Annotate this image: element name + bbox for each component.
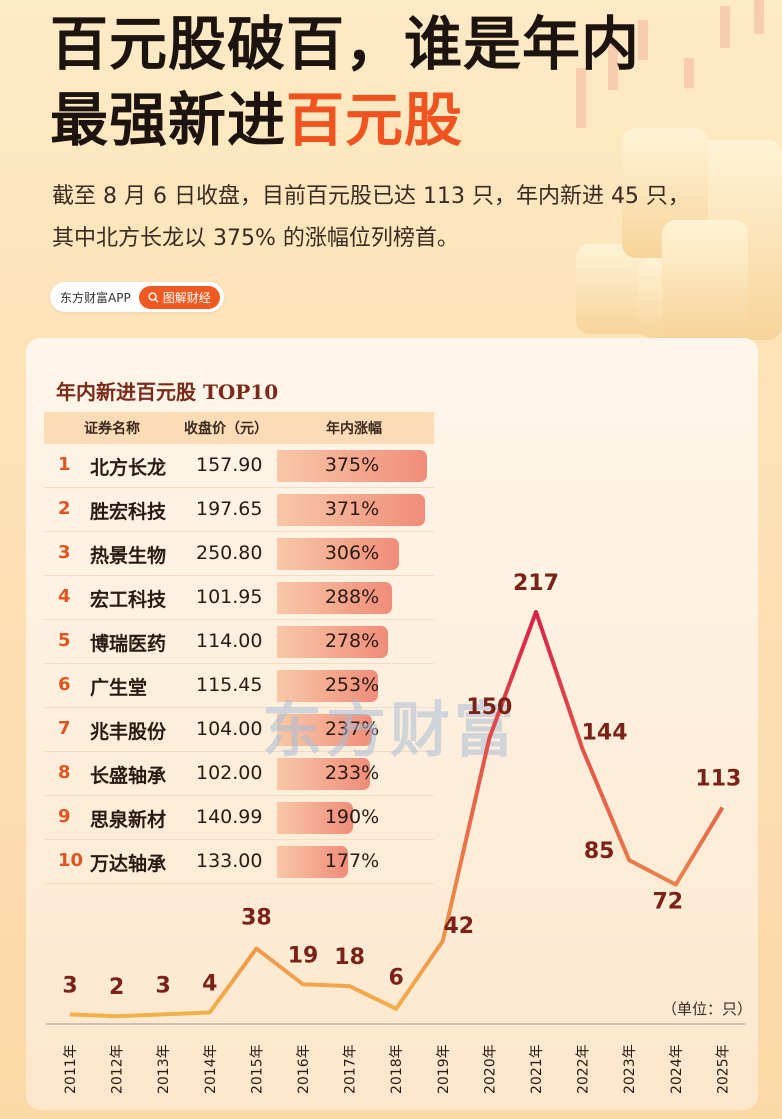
table-row: 1 北方长龙 157.90 375% xyxy=(44,444,434,488)
row-change-label: 375% xyxy=(324,454,380,476)
row-rank: 4 xyxy=(58,586,71,607)
row-change-bar xyxy=(277,494,426,526)
brand-name: 东方财富APP xyxy=(60,290,131,305)
row-change-label: 177% xyxy=(324,850,380,872)
row-change-label: 371% xyxy=(324,498,380,520)
row-price: 197.65 xyxy=(196,498,263,520)
row-change-bar xyxy=(277,538,400,570)
title-line-2: 最强新进百元股 xyxy=(50,82,640,158)
row-price: 115.45 xyxy=(196,674,263,696)
coin-stack-decoration xyxy=(576,0,782,340)
brand-tag-label: 图解财经 xyxy=(162,290,211,305)
watermark: 东方财富 xyxy=(262,696,518,766)
row-rank: 2 xyxy=(58,498,71,519)
row-name: 广生堂 xyxy=(90,677,148,699)
row-change-bar xyxy=(277,450,427,482)
row-rank: 10 xyxy=(58,850,84,871)
row-change-label: 278% xyxy=(324,630,380,652)
row-name: 万达轴承 xyxy=(90,853,167,875)
title-line-2-highlight: 百元股 xyxy=(286,86,464,154)
row-change-label: 190% xyxy=(324,806,380,828)
column-header-change: 年内涨幅 xyxy=(326,421,382,437)
table-row: 3 热景生物 250.80 306% xyxy=(44,532,434,576)
row-rank: 8 xyxy=(58,762,71,783)
unit-label: （单位：只） xyxy=(662,1000,753,1018)
title-line-1: 百元股破百，谁是年内 xyxy=(50,10,641,78)
row-change-bar xyxy=(277,582,393,614)
table-row: 10 万达轴承 133.00 177% xyxy=(44,840,434,884)
row-price: 102.00 xyxy=(196,762,263,784)
row-rank: 3 xyxy=(58,542,71,563)
row-name: 宏工科技 xyxy=(90,589,167,611)
table-header: 证券名称 收盘价（元） 年内涨幅 xyxy=(44,412,434,444)
column-header-name: 证券名称 xyxy=(84,421,140,437)
row-rank: 6 xyxy=(58,674,71,695)
row-price: 133.00 xyxy=(196,850,263,872)
subtitle-line-1: 截至 8 月 6 日收盘，目前百元股已达 113 只，年内新进 45 只， xyxy=(52,184,690,209)
title-line-2-part-a: 最强新进 xyxy=(50,86,287,154)
row-rank: 9 xyxy=(58,806,71,827)
row-name: 博瑞医药 xyxy=(90,633,167,655)
row-change-label: 306% xyxy=(324,542,380,564)
row-name: 兆丰股份 xyxy=(90,721,167,743)
row-price: 104.00 xyxy=(196,718,263,740)
subtitle: 截至 8 月 6 日收盘，目前百元股已达 113 只，年内新进 45 只， 其中… xyxy=(52,176,762,260)
row-rank: 1 xyxy=(58,454,71,475)
table-row: 5 博瑞医药 114.00 278% xyxy=(44,620,434,664)
row-price: 140.99 xyxy=(196,806,263,828)
row-name: 北方长龙 xyxy=(90,457,167,479)
search-icon xyxy=(148,291,159,303)
row-name: 热景生物 xyxy=(90,545,167,567)
column-header-price: 收盘价（元） xyxy=(184,421,268,437)
row-name: 思泉新材 xyxy=(90,809,167,831)
row-price: 114.00 xyxy=(196,630,263,652)
row-name: 胜宏科技 xyxy=(90,501,167,523)
brand-tag[interactable]: 图解财经 xyxy=(138,285,220,309)
row-price: 157.90 xyxy=(196,454,263,476)
table-row: 2 胜宏科技 197.65 371% xyxy=(44,488,434,532)
brand-pill[interactable]: 东方财富APP 图解财经 xyxy=(50,282,224,312)
row-rank: 7 xyxy=(58,718,71,739)
row-price: 101.95 xyxy=(196,586,263,608)
row-change-label: 288% xyxy=(324,586,380,608)
table-row: 9 思泉新材 140.99 190% xyxy=(44,796,434,840)
page-title: 百元股破百，谁是年内 最强新进百元股 xyxy=(50,6,640,158)
row-price: 250.80 xyxy=(196,542,263,564)
row-name: 长盛轴承 xyxy=(90,765,167,787)
table-title: 年内新进百元股 TOP10 xyxy=(56,380,279,404)
row-rank: 5 xyxy=(58,630,71,651)
table-row: 4 宏工科技 101.95 288% xyxy=(44,576,434,620)
subtitle-line-2: 其中北方长龙以 375% 的涨幅位列榜首。 xyxy=(52,226,459,251)
